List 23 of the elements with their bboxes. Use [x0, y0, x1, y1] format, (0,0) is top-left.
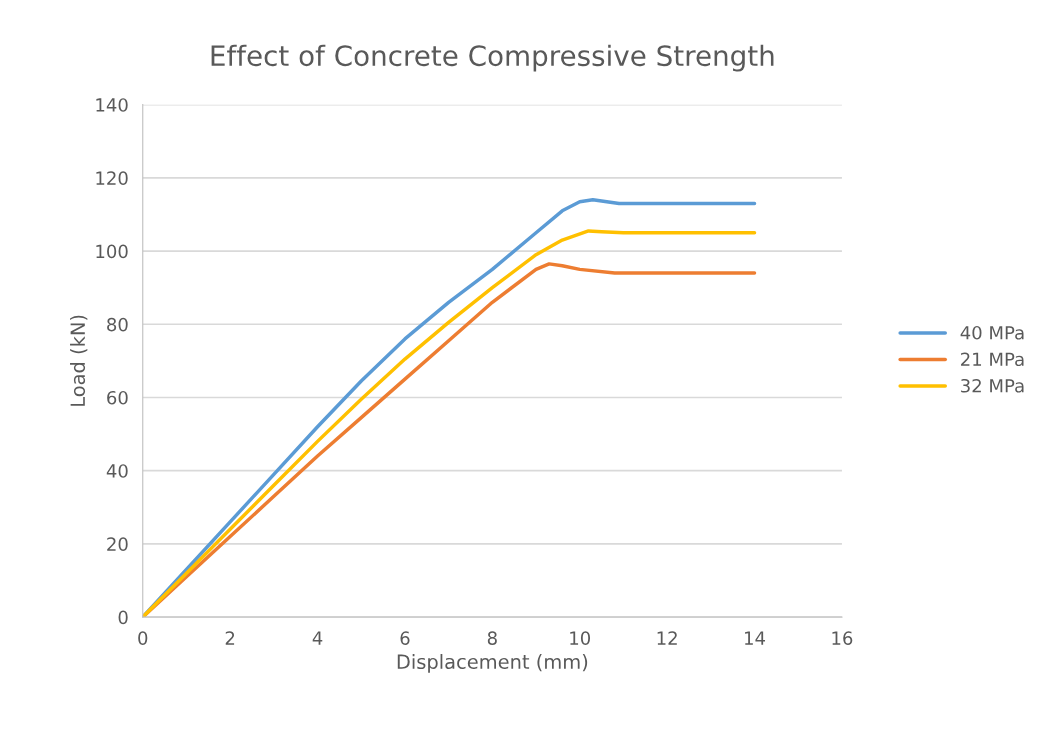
y-tick-label: 80: [107, 317, 128, 332]
y-tick-label: 40: [106, 464, 128, 478]
y-axis-title: Load (kN): [70, 315, 88, 406]
x-tick-label: 12: [657, 631, 677, 645]
legend-label: 21 MPa: [961, 352, 1024, 367]
y-tick-label: 100: [96, 244, 128, 259]
x-axis-title: Displacement (mm): [397, 653, 588, 673]
x-tick-label: 10: [570, 631, 591, 645]
x-tick-label: 0: [138, 631, 148, 645]
chart-title: Effect of Concrete Compressive Strength: [211, 44, 774, 72]
legend-label: 32 MPa: [961, 378, 1024, 393]
x-tick-label: 6: [400, 631, 410, 645]
y-tick-label: 0: [118, 610, 128, 625]
y-tick-label: 120: [96, 171, 128, 185]
x-tick-label: 8: [487, 631, 497, 645]
x-tick-label: 16: [832, 631, 853, 645]
y-tick-label: 60: [107, 390, 128, 405]
x-tick-label: 14: [745, 631, 766, 645]
x-tick-label: 2: [225, 631, 235, 645]
legend-label: 40 MPa: [960, 325, 1024, 340]
x-tick-label: 4: [312, 631, 323, 645]
y-tick-label: 140: [96, 98, 128, 112]
y-tick-label: 20: [107, 537, 128, 551]
